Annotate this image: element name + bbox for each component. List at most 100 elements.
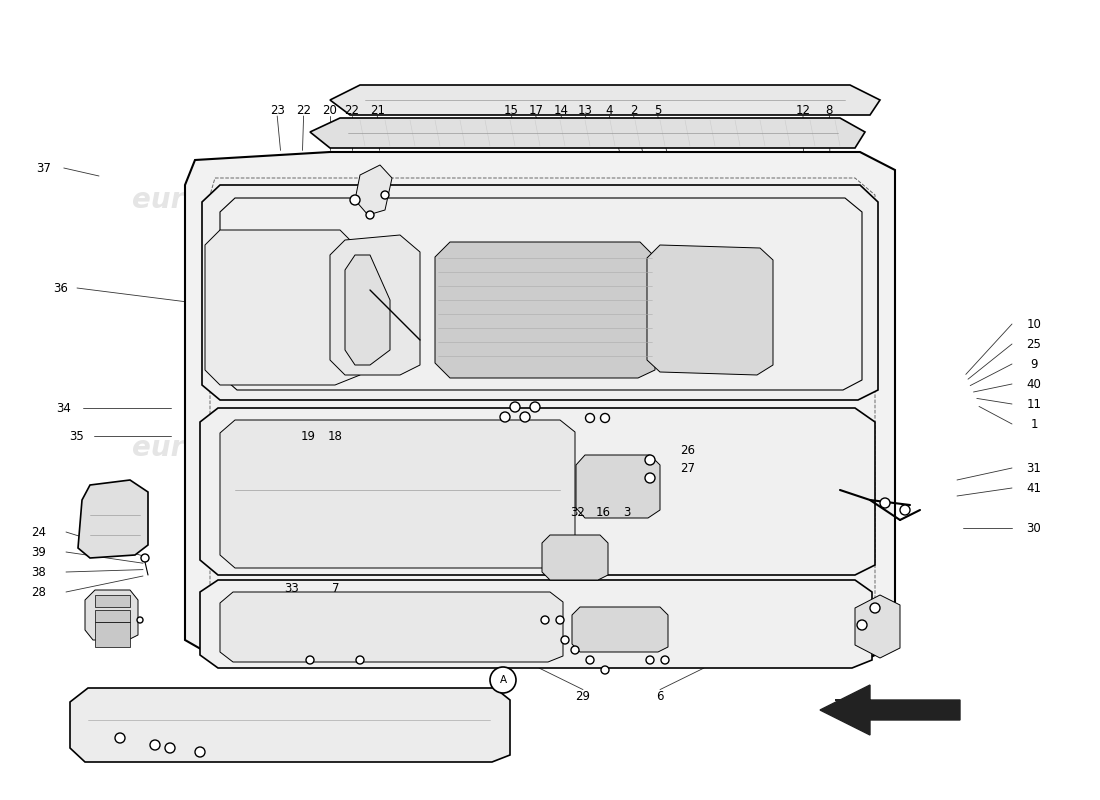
Text: 23: 23 [270, 104, 285, 117]
Polygon shape [330, 235, 420, 375]
Polygon shape [345, 255, 390, 365]
Text: 38: 38 [31, 566, 46, 578]
Polygon shape [205, 230, 360, 385]
Circle shape [138, 617, 143, 623]
Text: 29: 29 [575, 690, 591, 702]
Polygon shape [78, 480, 148, 558]
Circle shape [356, 656, 364, 664]
Polygon shape [647, 245, 773, 375]
Text: 22: 22 [296, 104, 311, 117]
Bar [95, 595, 130, 607]
Bar [95, 610, 130, 622]
Text: eurospares: eurospares [132, 434, 308, 462]
Text: 35: 35 [69, 430, 85, 442]
Text: 37: 37 [36, 162, 52, 174]
Circle shape [500, 412, 510, 422]
Circle shape [541, 616, 549, 624]
Text: 10: 10 [1026, 318, 1042, 330]
Text: 22: 22 [344, 104, 360, 117]
Text: 24: 24 [31, 526, 46, 538]
Text: 26: 26 [680, 444, 695, 457]
Text: 21: 21 [370, 104, 385, 117]
Polygon shape [855, 595, 900, 658]
Text: 28: 28 [31, 586, 46, 598]
Text: 11: 11 [1026, 398, 1042, 410]
Text: 36: 36 [53, 282, 68, 294]
Bar [95, 622, 130, 647]
Polygon shape [310, 118, 865, 148]
Circle shape [601, 666, 609, 674]
Text: 16: 16 [595, 506, 610, 518]
Text: 9: 9 [1031, 358, 1037, 370]
Text: 40: 40 [1026, 378, 1042, 390]
Circle shape [366, 211, 374, 219]
Text: 12: 12 [795, 104, 811, 117]
Polygon shape [542, 535, 608, 580]
Text: 5: 5 [654, 104, 661, 117]
Polygon shape [434, 242, 654, 378]
Polygon shape [185, 152, 895, 660]
Polygon shape [355, 165, 392, 215]
Text: 39: 39 [31, 546, 46, 558]
Text: 31: 31 [1026, 462, 1042, 474]
Text: 7: 7 [332, 582, 339, 594]
Polygon shape [200, 580, 872, 668]
Circle shape [165, 743, 175, 753]
Text: 4: 4 [606, 104, 613, 117]
Text: 30: 30 [1026, 522, 1042, 534]
Polygon shape [70, 688, 510, 762]
Text: 3: 3 [624, 506, 630, 518]
Circle shape [195, 747, 205, 757]
Text: 14: 14 [553, 104, 569, 117]
Circle shape [645, 473, 654, 483]
Circle shape [870, 603, 880, 613]
Circle shape [510, 402, 520, 412]
Circle shape [645, 455, 654, 465]
Circle shape [601, 414, 609, 422]
Text: 20: 20 [322, 104, 338, 117]
Polygon shape [85, 590, 138, 640]
Text: 27: 27 [680, 462, 695, 474]
Text: eurospares: eurospares [627, 434, 803, 462]
Circle shape [661, 656, 669, 664]
Text: A: A [499, 675, 507, 685]
Polygon shape [202, 185, 878, 400]
Circle shape [880, 498, 890, 508]
Circle shape [350, 195, 360, 205]
Circle shape [646, 656, 654, 664]
Circle shape [900, 505, 910, 515]
Text: 8: 8 [826, 104, 833, 117]
Text: 34: 34 [56, 402, 72, 414]
Polygon shape [330, 85, 880, 115]
Circle shape [571, 646, 579, 654]
Polygon shape [820, 685, 960, 735]
Polygon shape [200, 408, 874, 575]
Text: 25: 25 [1026, 338, 1042, 350]
Text: 6: 6 [657, 690, 663, 702]
Text: 13: 13 [578, 104, 593, 117]
Circle shape [530, 402, 540, 412]
Circle shape [306, 656, 313, 664]
Text: 32: 32 [570, 506, 585, 518]
Text: 17: 17 [528, 104, 543, 117]
Circle shape [561, 636, 569, 644]
Circle shape [116, 733, 125, 743]
Circle shape [556, 616, 564, 624]
Text: 15: 15 [504, 104, 519, 117]
Circle shape [585, 414, 594, 422]
Text: 41: 41 [1026, 482, 1042, 494]
Text: eurospares: eurospares [627, 186, 803, 214]
Polygon shape [572, 607, 668, 652]
Text: 18: 18 [328, 430, 343, 442]
Text: eurospares: eurospares [132, 186, 308, 214]
Text: 19: 19 [300, 430, 316, 442]
Circle shape [150, 740, 160, 750]
Text: 1: 1 [1031, 418, 1037, 430]
Circle shape [381, 191, 389, 199]
Polygon shape [220, 420, 575, 568]
Circle shape [490, 667, 516, 693]
Circle shape [586, 656, 594, 664]
Circle shape [520, 412, 530, 422]
Circle shape [857, 620, 867, 630]
Text: 2: 2 [630, 104, 637, 117]
